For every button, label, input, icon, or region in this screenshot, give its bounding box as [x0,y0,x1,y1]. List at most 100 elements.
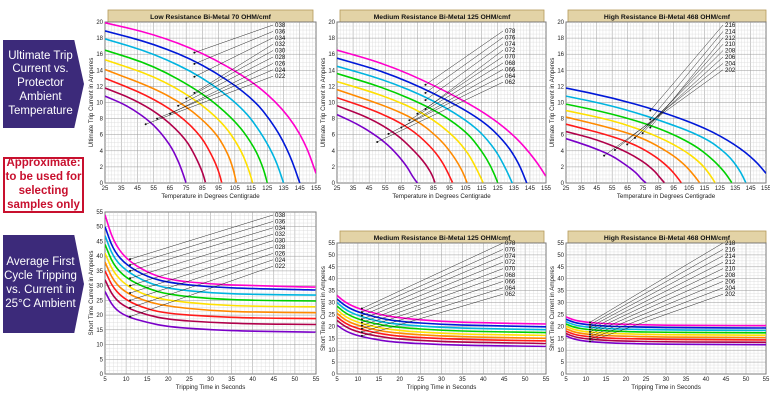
series-line-206 [566,123,683,183]
series-line-028 [105,68,238,183]
legend-leader-line [634,50,724,139]
legend-leader-line [194,44,274,94]
chart-title: High Resistance Bi-Metal 468 OHM/cmf [604,235,731,242]
legend-label: 078 [505,28,516,35]
series-line-072 [337,305,546,334]
legend-leader-line [130,214,274,260]
x-axis-label: Tripping Time in Seconds [176,384,246,391]
legend-label: 218 [725,240,736,247]
legend-leader-line [589,274,724,335]
series-line-064 [337,319,546,345]
legend-leader-dot [129,306,132,309]
legend-leader-dot [589,333,591,336]
series-line-074 [337,65,513,183]
x-tick-label: 45 [723,377,730,383]
legend-label: 206 [725,278,736,285]
y-tick-label: 12 [96,84,103,90]
x-tick-label: 105 [684,186,695,192]
series-line-062 [337,113,419,183]
x-tick-label: 10 [355,377,362,383]
y-tick-label: 8 [561,117,565,123]
series-line-026 [105,77,223,183]
legend-leader-dot [633,136,636,139]
legend-label: 036 [275,218,286,225]
legend-leader-dot [360,314,363,317]
y-tick-label: 4 [100,149,104,155]
y-tick-label: 40 [96,254,103,260]
legend-label: 064 [505,73,516,80]
x-tick-label: 40 [703,377,710,383]
legend-label: 072 [505,47,516,54]
y-tick-label: 16 [557,52,564,58]
y-axis-label: Short Time Current in Amperes [549,266,556,351]
legend-leader-dot [129,299,132,302]
legend-label: 028 [275,54,286,61]
y-tick-label: 6 [332,133,336,139]
legend-label: 070 [505,266,516,273]
legend-leader-dot [387,132,390,135]
x-tick-label: 55 [763,377,770,383]
legend-label: 024 [275,257,286,264]
y-axis-label: Ultimate Trip Current in Amperes [549,58,556,148]
legend-label: 022 [275,73,286,80]
legend-leader-line [425,50,504,110]
x-tick-label: 115 [477,186,487,192]
y-tick-label: 45 [328,265,335,271]
legend-leader-dot [416,112,419,115]
legend-label: 034 [275,35,286,42]
legend-leader-dot [156,117,159,120]
x-tick-label: 85 [655,186,662,192]
legend-leader-line [361,287,504,333]
y-tick-label: 0 [561,181,565,187]
x-tick-label: 15 [144,377,151,383]
legend-label: 202 [725,67,736,74]
legend-leader-dot [144,123,147,126]
series-line-076 [337,57,528,183]
chart-trip-high: High Resistance Bi-Metal 468 OHM/cmf 5 10 1… [549,230,770,391]
legend-label: 072 [505,259,516,266]
series-line-034 [105,38,285,183]
legend-leader-line [145,75,274,125]
y-tick-label: 15 [557,336,564,342]
legend-label: 204 [725,60,736,67]
y-tick-label: 5 [100,357,104,363]
legend-leader-dot [129,264,132,267]
x-tick-label: 45 [593,186,600,192]
x-tick-label: 50 [743,377,750,383]
legend-leader-dot [589,323,591,326]
legend-leader-line [401,69,504,128]
legend-label: 208 [725,48,736,55]
legend-leader-dot [360,331,363,334]
y-tick-label: 10 [96,101,103,107]
chart-title: Medium Resistance Bi-Metal 125 OHM/cmf [374,235,511,242]
x-tick-label: 125 [262,186,273,192]
series-line-216 [566,318,766,329]
y-axis-label: Short Time Current in Amperes [88,251,95,336]
approximate-note: Approximate: to be used for selecting sa… [3,157,84,213]
series-line-076 [337,298,546,328]
x-tick-label: 25 [186,377,193,383]
legend-leader-dot [129,277,132,280]
x-tick-label: 145 [746,186,757,192]
legend-leader-line [589,261,724,330]
legend-leader-line [589,281,724,337]
x-tick-label: 40 [480,377,487,383]
x-tick-label: 25 [643,377,650,383]
x-tick-label: 55 [543,377,550,383]
x-tick-label: 95 [446,186,453,192]
legend-label: 026 [275,250,286,257]
x-tick-label: 40 [249,377,256,383]
y-tick-label: 12 [328,84,335,90]
series-line-022 [105,95,187,183]
y-tick-label: 25 [557,312,564,318]
y-tick-label: 20 [557,20,564,26]
y-tick-label: 10 [328,101,335,107]
x-tick-label: 30 [663,377,670,383]
chart-temp-med: Medium Resistance Bi-Metal 125 OHM/cmf25… [320,9,552,200]
legend-leader-line [194,37,274,77]
series-line-066 [337,316,546,342]
legend-label: 210 [725,266,736,273]
y-tick-label: 10 [96,343,103,349]
y-tick-label: 20 [328,20,335,26]
chart-trip-low: Low Resistance Bi-Metal 70 OHM/cmf510152… [88,210,320,391]
